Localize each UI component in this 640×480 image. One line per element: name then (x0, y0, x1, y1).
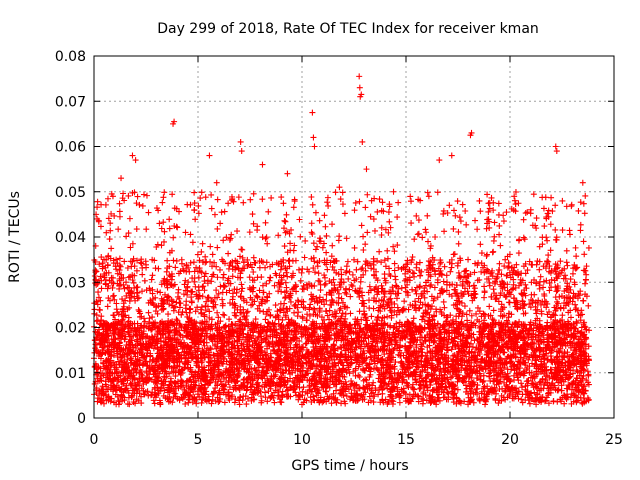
data-point (243, 401, 250, 408)
data-point (236, 394, 243, 401)
data-point (370, 365, 377, 372)
data-point (366, 373, 373, 380)
data-point (474, 385, 481, 392)
data-point (518, 380, 525, 387)
data-point (418, 395, 425, 402)
data-point (215, 398, 222, 405)
data-point (249, 370, 256, 377)
data-points (91, 73, 593, 408)
data-point (370, 399, 377, 406)
data-point (221, 399, 228, 406)
data-point (492, 397, 499, 404)
data-point (561, 400, 568, 407)
data-point (328, 400, 335, 407)
data-point (275, 392, 282, 399)
data-point (545, 400, 552, 407)
data-point (185, 399, 192, 406)
data-point (151, 400, 158, 407)
data-point (265, 320, 272, 327)
data-point (228, 364, 235, 371)
data-point (278, 399, 285, 406)
data-point (515, 377, 522, 384)
data-point (125, 390, 132, 397)
data-point (349, 348, 356, 355)
data-point (101, 400, 108, 407)
data-point (480, 377, 487, 384)
data-point (211, 388, 218, 395)
data-point (392, 359, 399, 366)
data-point (214, 381, 221, 388)
data-point (528, 344, 535, 351)
data-point (271, 399, 278, 406)
data-point (191, 343, 198, 350)
data-point (413, 344, 420, 351)
data-point (360, 384, 367, 391)
data-point (573, 320, 580, 327)
data-point (518, 384, 525, 391)
data-point (509, 328, 516, 335)
data-point (346, 370, 353, 377)
data-point (396, 399, 403, 406)
data-point (476, 397, 483, 404)
data-point (363, 377, 370, 384)
chart-title: Day 299 of 2018, Rate Of TEC Index for r… (157, 21, 539, 37)
data-point (547, 353, 554, 360)
data-point (129, 321, 136, 328)
data-point (375, 391, 382, 398)
data-point (172, 373, 179, 380)
data-point (150, 397, 157, 404)
data-point (248, 383, 255, 390)
data-point (279, 388, 286, 395)
data-point (411, 370, 418, 377)
data-point (333, 399, 340, 406)
data-point (239, 397, 246, 404)
data-point (420, 383, 427, 390)
data-point (116, 339, 123, 346)
data-point (207, 346, 214, 353)
data-point (454, 386, 461, 393)
